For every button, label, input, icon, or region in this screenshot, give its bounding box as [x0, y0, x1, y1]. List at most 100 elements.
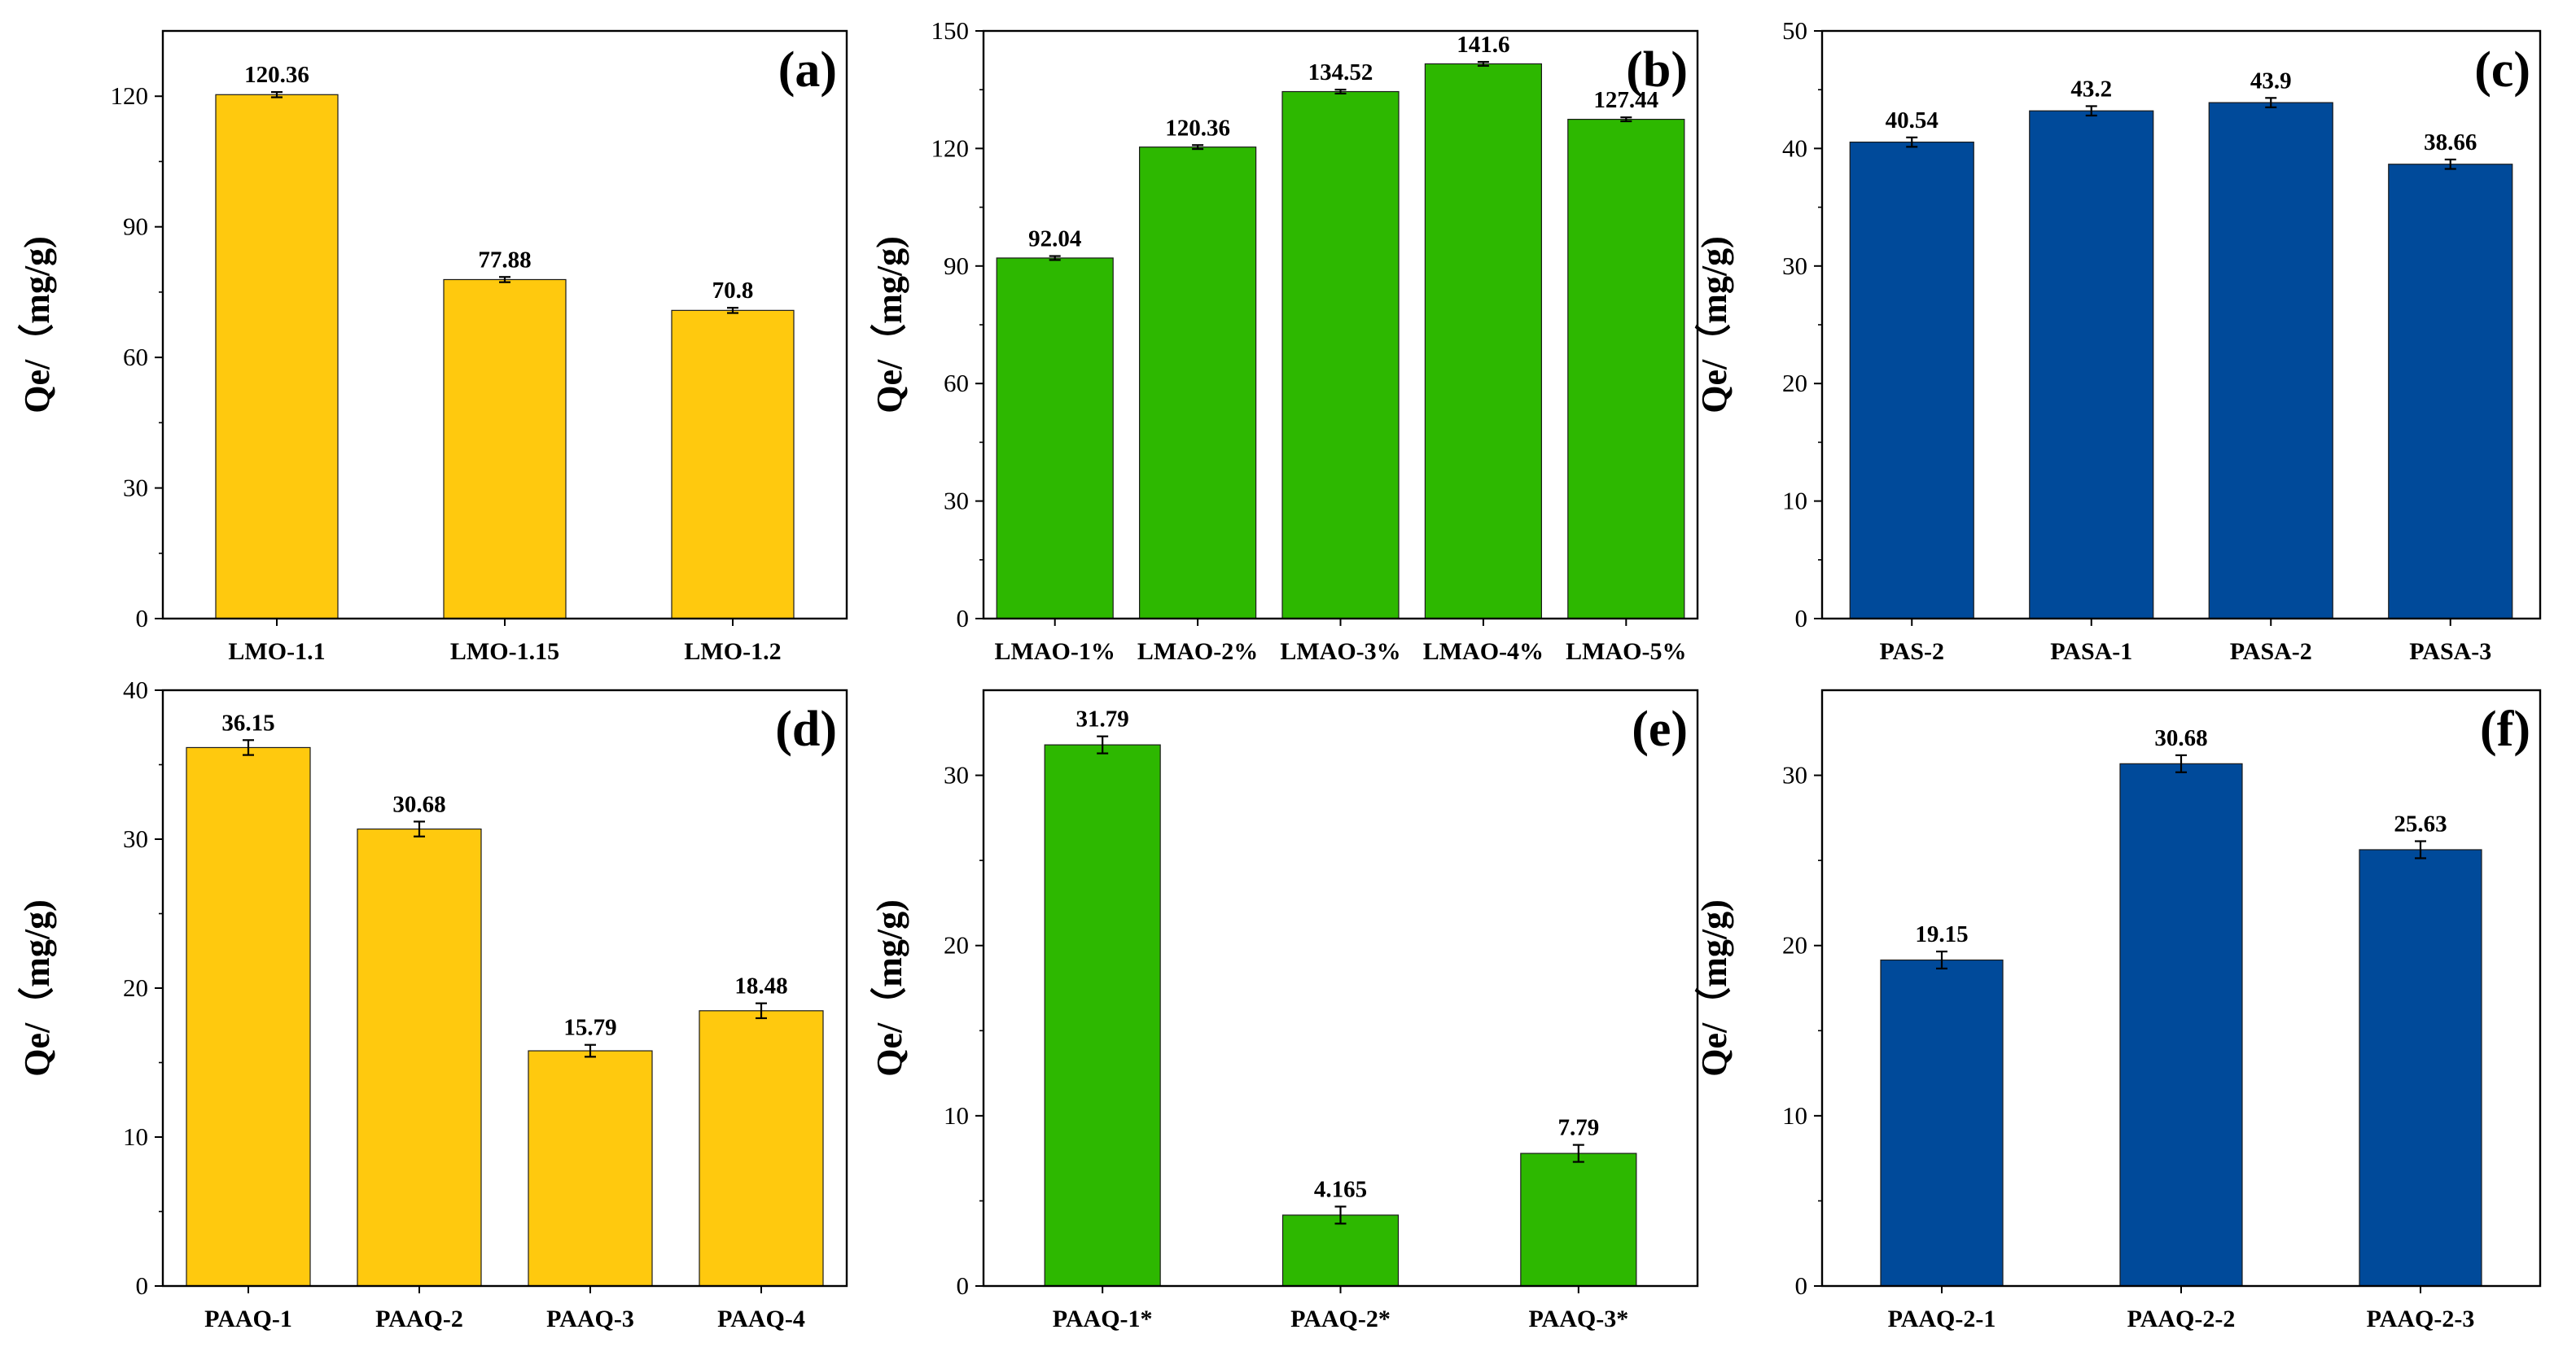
- error-bar: [756, 1002, 767, 1020]
- y-tick-label: 10: [123, 1122, 148, 1151]
- data-label: 40.54: [1886, 107, 1939, 133]
- x-tick-label: PASA-2: [2230, 638, 2312, 665]
- data-label: 4.165: [1314, 1176, 1367, 1202]
- y-tick-label: 30: [944, 761, 969, 790]
- plot-frame: [982, 689, 1699, 1288]
- x-tick-label: PASA-3: [2409, 638, 2491, 665]
- error-bar: [1477, 60, 1489, 67]
- y-tick-label: 20: [1782, 931, 1807, 960]
- error-bar: [1097, 735, 1109, 755]
- error-bar: [2175, 754, 2187, 773]
- data-label: 18.48: [734, 973, 787, 1000]
- chart-panel-5: 31.79 PAAQ-1* 4.165 PAAQ-2* 7.79 PAAQ-3* 0 10 20…: [870, 689, 1699, 1332]
- data-label: 141.6: [1457, 32, 1509, 58]
- error-bar: [1049, 255, 1061, 261]
- panel-label: (f): [2480, 702, 2530, 757]
- x-tick-label: LMAO-3%: [1280, 638, 1400, 665]
- data-label: 70.8: [712, 278, 754, 304]
- x-tick-label: LMAO-4%: [1423, 638, 1544, 665]
- x-tick-label: PAAQ-2-3: [2367, 1306, 2475, 1332]
- y-tick-label: 10: [1782, 487, 1807, 515]
- y-tick-label: 20: [944, 931, 969, 960]
- data-label: 43.2: [2070, 76, 2112, 102]
- y-tick-label: 150: [931, 16, 970, 45]
- error-bar: [2444, 158, 2456, 170]
- y-tick-label: 10: [944, 1101, 969, 1130]
- data-label: 127.44: [1593, 87, 1658, 113]
- error-bar: [271, 90, 283, 98]
- y-tick-label: 0: [1795, 1271, 1808, 1300]
- plot-frame: [1820, 689, 2542, 1288]
- data-label: 15.79: [563, 1015, 616, 1041]
- y-axis-label: Qe/（mg/g): [17, 236, 57, 413]
- y-axis-label: Qe/（mg/g): [870, 236, 909, 413]
- y-tick-label: 0: [1795, 604, 1808, 632]
- y-tick-label: 50: [1782, 16, 1807, 45]
- x-tick-label: LMO-1.2: [684, 638, 781, 665]
- data-label: 120.36: [244, 62, 309, 88]
- bar: [528, 1050, 653, 1287]
- y-tick-label: 30: [944, 487, 969, 515]
- error-bar: [1334, 89, 1347, 95]
- error-bar: [1572, 1144, 1584, 1163]
- data-label: 38.66: [2424, 129, 2477, 155]
- y-axis-label: Qe/（mg/g): [17, 899, 57, 1077]
- x-tick-label: PAAQ-2-2: [2127, 1306, 2236, 1332]
- x-tick-label: LMAO-5%: [1566, 638, 1686, 665]
- panel-label: (a): [778, 42, 837, 98]
- bar: [1849, 142, 1974, 619]
- chart-panel-3: 40.54 PAS-2 43.2 PASA-1 43.9 PASA-2 38.66 PASA-…: [1694, 16, 2542, 665]
- chart-panel-4: 36.15 PAAQ-1 30.68 PAAQ-2 15.79 PAAQ-3 18.48 PA…: [17, 676, 848, 1332]
- panel-label: (c): [2474, 42, 2530, 98]
- y-tick-label: 0: [136, 604, 149, 632]
- error-bar: [1620, 116, 1632, 123]
- y-tick-label: 30: [1782, 252, 1807, 280]
- x-tick-label: PAS-2: [1880, 638, 1944, 665]
- bar: [2119, 763, 2243, 1287]
- y-tick-label: 40: [1782, 133, 1807, 162]
- y-tick-label: 60: [944, 369, 969, 397]
- y-tick-label: 30: [1782, 761, 1807, 790]
- error-bar: [2415, 840, 2426, 860]
- y-tick-label: 60: [123, 343, 148, 371]
- bar: [1281, 1214, 1400, 1287]
- bar: [1138, 147, 1257, 619]
- plot-frame: [982, 29, 1699, 620]
- bar: [1567, 118, 1685, 619]
- x-tick-label: PAAQ-1: [204, 1306, 292, 1332]
- data-label: 134.52: [1308, 59, 1373, 85]
- bar: [1520, 1153, 1637, 1287]
- bar: [2029, 110, 2154, 619]
- panel-label: (e): [1632, 702, 1688, 757]
- y-axis-label: Qe/（mg/g): [1694, 236, 1734, 413]
- chart-panel-6: 19.15 PAAQ-2-1 30.68 PAAQ-2-2 25.63 PAAQ-2-3 0…: [1694, 689, 2542, 1332]
- x-tick-label: LMAO-1%: [995, 638, 1115, 665]
- bar: [671, 309, 795, 619]
- y-tick-label: 90: [944, 252, 969, 280]
- bar: [1424, 63, 1543, 619]
- bar: [215, 94, 339, 619]
- bar: [186, 746, 311, 1287]
- data-label: 30.68: [2154, 725, 2207, 751]
- x-tick-label: PAAQ-1*: [1053, 1306, 1153, 1332]
- bar: [2388, 164, 2513, 619]
- bar: [443, 278, 567, 619]
- data-label: 25.63: [2394, 811, 2447, 838]
- error-bar: [1192, 144, 1204, 151]
- x-tick-label: LMO-1.15: [450, 638, 559, 665]
- y-tick-label: 30: [123, 474, 148, 502]
- plot-frame: [161, 29, 848, 620]
- y-tick-label: 0: [957, 1271, 970, 1300]
- y-tick-label: 120: [111, 81, 149, 110]
- data-label: 92.04: [1028, 226, 1081, 252]
- bar: [357, 828, 482, 1287]
- x-tick-label: PASA-1: [2050, 638, 2132, 665]
- bar: [699, 1010, 824, 1287]
- x-tick-label: PAAQ-4: [717, 1306, 805, 1332]
- data-label: 43.9: [2250, 68, 2292, 94]
- y-tick-label: 120: [931, 133, 970, 162]
- data-label: 120.36: [1165, 115, 1230, 141]
- error-bar: [1334, 1205, 1347, 1225]
- data-label: 77.88: [478, 247, 531, 273]
- data-label: 30.68: [392, 791, 445, 817]
